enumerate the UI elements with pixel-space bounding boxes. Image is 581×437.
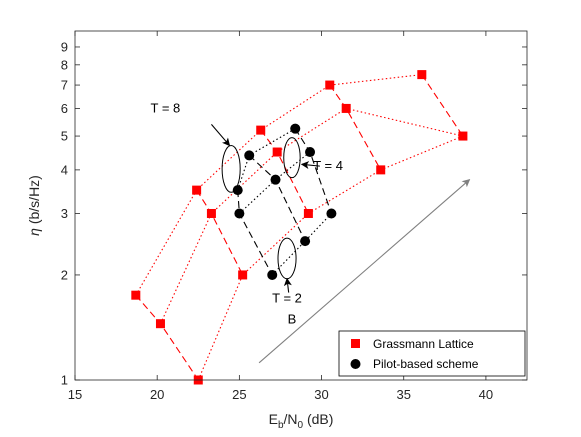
series-line-dashed — [237, 190, 273, 276]
grassmann-point — [272, 147, 282, 157]
plot-area: 15 20 25 30 35 40 1 2 3 4 5 6 7 8 9 T = 8 T = 4 T = 2 B — [61, 30, 528, 402]
series-line-dashed — [135, 294, 199, 381]
x-tick-label: 25 — [232, 387, 246, 402]
legend-label-grassmann: Grassmann Lattice — [373, 337, 474, 351]
pilot-point — [270, 174, 281, 185]
x-tick-label: 15 — [68, 387, 82, 402]
x-axis: 15 20 25 30 35 40 — [68, 31, 493, 402]
t2-arrow — [283, 277, 292, 293]
pilot-point — [290, 123, 301, 134]
grassmann-point — [192, 185, 202, 195]
grassmann-point — [325, 80, 335, 90]
x-axis-label: Eb/N0 (dB) — [269, 411, 334, 431]
series-line-dotted — [160, 107, 464, 324]
x-label-mid: /N — [284, 411, 298, 427]
t2-label: T = 2 — [272, 290, 302, 305]
pilot-point — [300, 236, 311, 247]
x-tick-label: 30 — [314, 387, 328, 402]
t2-ellipse — [277, 237, 297, 280]
y-tick-label: 3 — [61, 206, 68, 221]
grassmann-point — [238, 270, 248, 280]
series-line-dashed — [196, 189, 244, 276]
legend: Grassmann Lattice Pilot-based scheme — [338, 330, 526, 377]
t4-arrow — [300, 161, 320, 169]
pilot-point — [267, 269, 278, 280]
grassmann-point — [458, 131, 468, 141]
y-tick-label: 6 — [61, 101, 68, 116]
x-label-sub1: b — [278, 420, 284, 431]
pilot-point — [326, 208, 337, 219]
y-tick-label: 9 — [61, 39, 68, 54]
x-tick-label: 40 — [479, 387, 493, 402]
grassmann-point — [376, 165, 386, 175]
grassmann-point — [303, 208, 313, 218]
grassmann-point — [155, 319, 165, 329]
y-label-rest: (b/s/Hz) — [26, 175, 42, 228]
x-label-tail: (dB) — [303, 411, 333, 427]
legend-marker-grassmann — [351, 339, 360, 348]
pilot-point — [232, 185, 243, 196]
y-tick-label: 7 — [61, 78, 68, 93]
annotations: T = 8 T = 4 T = 2 B — [151, 100, 471, 364]
grassmann-point — [206, 208, 216, 218]
t4-ellipse — [283, 137, 301, 179]
plot-frame — [74, 30, 528, 381]
series-line-dashed — [248, 154, 306, 242]
t8-ellipse — [221, 144, 241, 193]
b-arrow — [258, 179, 471, 364]
b-label: B — [288, 312, 297, 327]
y-tick-label: 1 — [61, 373, 68, 388]
pilot-point — [244, 150, 255, 161]
series-markers — [131, 70, 468, 385]
y-tick-label: 5 — [61, 129, 68, 144]
t4-label: T = 4 — [313, 158, 343, 173]
pilot-point — [305, 147, 316, 158]
x-tick-label: 20 — [150, 387, 164, 402]
y-tick-label: 2 — [61, 267, 68, 282]
t8-label: T = 8 — [151, 100, 181, 115]
x-label-main: E — [269, 411, 278, 427]
grassmann-point — [256, 125, 266, 135]
x-label-sub2: 0 — [298, 420, 304, 431]
series-line-dashed — [421, 74, 464, 137]
t8-arrow — [211, 124, 231, 147]
grassmann-point — [417, 70, 427, 80]
grassmann-point — [131, 290, 141, 300]
series-line-dotted — [271, 213, 332, 276]
y-tick-label: 4 — [61, 162, 68, 177]
y-label-eta: η — [26, 228, 42, 236]
legend-marker-pilot — [350, 359, 361, 369]
y-axis-label: η (b/s/Hz) — [26, 175, 42, 236]
legend-label-pilot: Pilot-based scheme — [373, 357, 479, 371]
x-tick-label: 35 — [396, 387, 410, 402]
pilot-point — [234, 208, 245, 219]
y-tick-label: 8 — [61, 57, 68, 72]
legend-box — [338, 330, 526, 377]
grassmann-point — [341, 103, 351, 113]
